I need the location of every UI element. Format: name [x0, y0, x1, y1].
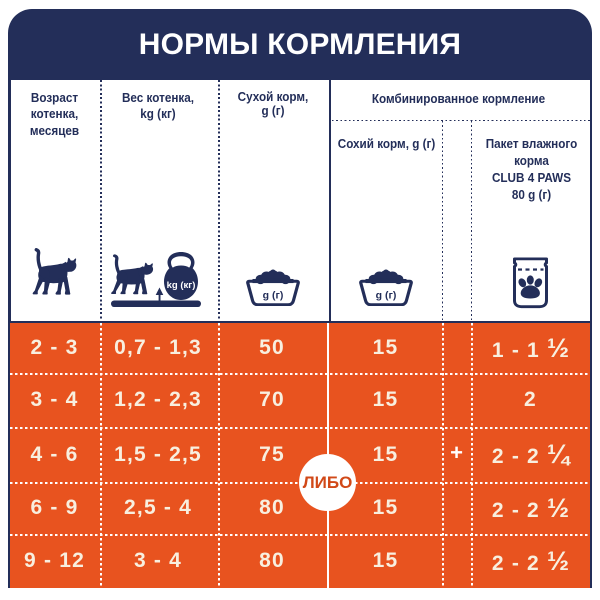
svg-text:g (г): g (г) [376, 291, 397, 302]
svg-text:g (г): g (г) [263, 291, 284, 302]
svg-text:kg (кг): kg (кг) [167, 280, 196, 291]
